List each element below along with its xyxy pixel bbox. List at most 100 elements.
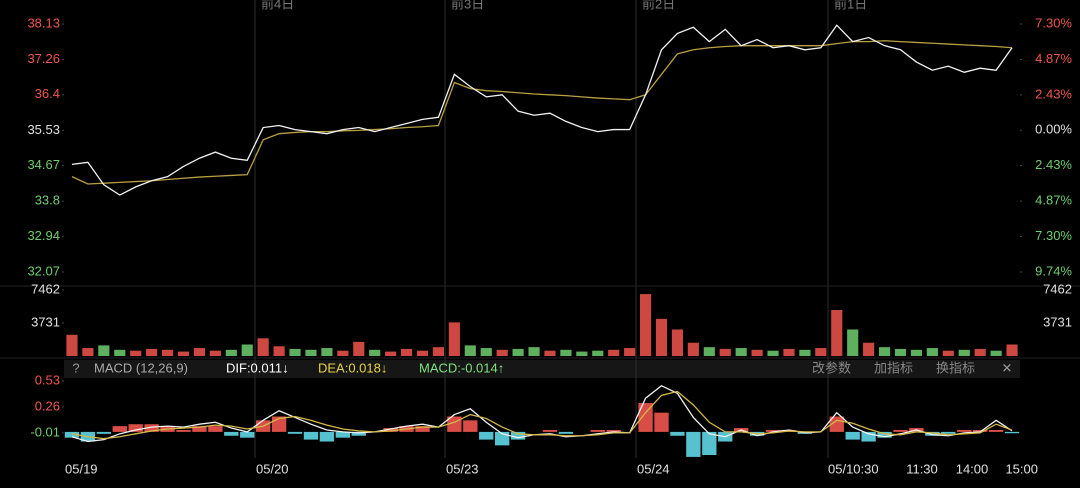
dea-line bbox=[71, 390, 1013, 440]
volume-bar bbox=[719, 348, 731, 356]
volume-bar bbox=[878, 347, 891, 356]
day-offset-label: 前1日 bbox=[834, 0, 867, 11]
macd-histogram-bar bbox=[224, 431, 239, 436]
volume-bar bbox=[400, 348, 413, 356]
volume-bar bbox=[958, 349, 970, 356]
macd-value: MACD:-0.014↑ bbox=[419, 360, 504, 375]
macd-histogram-bar bbox=[861, 431, 876, 442]
macd-histogram-bar bbox=[845, 431, 860, 440]
time-label: 14:00 bbox=[956, 461, 989, 476]
close-button[interactable]: ✕ bbox=[1002, 360, 1013, 375]
volume-bar bbox=[416, 350, 429, 356]
help-icon[interactable]: ? bbox=[72, 360, 79, 375]
volume-bar bbox=[225, 349, 237, 356]
y2-tick-label: 2.43% bbox=[1035, 157, 1072, 172]
y-tick-label: 32.07 bbox=[27, 263, 60, 278]
volume-bar bbox=[146, 348, 158, 356]
macd-tick-label: 0.26 bbox=[35, 398, 60, 413]
date-label: 05/19 bbox=[65, 461, 98, 476]
macd-histogram-bar bbox=[1004, 431, 1020, 434]
macd-histogram-bar bbox=[686, 431, 701, 457]
y2-tick-label: 7.30% bbox=[1035, 228, 1072, 243]
macd-tick-label: -0.01 bbox=[30, 424, 60, 439]
y2-tick-label: 2.43% bbox=[1035, 86, 1072, 101]
volume-bar bbox=[863, 342, 875, 356]
y-tick-label: 37.26 bbox=[27, 51, 60, 66]
macd-histogram-bar bbox=[287, 431, 303, 434]
time-label: 05/10:30 bbox=[828, 461, 879, 476]
macd-histogram-bar bbox=[972, 429, 988, 432]
volume-tick-label: 3731 bbox=[31, 314, 60, 329]
volume-bar bbox=[305, 349, 317, 356]
macd-histogram-bar bbox=[558, 431, 574, 434]
volume-bar bbox=[161, 349, 174, 356]
date-label: 05/23 bbox=[446, 461, 479, 476]
volume-bar bbox=[799, 349, 811, 356]
volume-bar bbox=[831, 310, 843, 356]
volume-tick-label: 7462 bbox=[31, 281, 60, 296]
macd-histogram-bar bbox=[670, 431, 685, 436]
volume-bar bbox=[289, 348, 301, 356]
volume-bar bbox=[353, 341, 365, 356]
volume-bar bbox=[767, 350, 779, 356]
time-label: 15:00 bbox=[1005, 461, 1038, 476]
macd-histogram-bar bbox=[383, 428, 398, 432]
volume-bar bbox=[496, 349, 508, 356]
macd-histogram-bar bbox=[925, 431, 940, 436]
y-tick-label: 38.13 bbox=[27, 15, 60, 30]
macd-histogram-bar bbox=[351, 431, 366, 436]
average-line bbox=[71, 40, 1013, 185]
y-tick-label: 32.94 bbox=[27, 228, 60, 243]
volume-bar bbox=[512, 348, 524, 356]
volume-bar bbox=[385, 351, 397, 356]
macd-histogram-bar bbox=[128, 424, 143, 432]
y-tick-label: 36.4 bbox=[35, 86, 60, 101]
date-label: 05/24 bbox=[637, 461, 670, 476]
y2-tick-label: 4.87% bbox=[1035, 193, 1072, 208]
indicator-button[interactable]: 换指标 bbox=[936, 360, 975, 375]
volume-bar bbox=[209, 350, 221, 356]
volume-bar bbox=[847, 329, 859, 356]
volume-bar bbox=[894, 348, 907, 356]
volume-bar bbox=[98, 345, 110, 356]
macd-header-bar bbox=[64, 360, 1020, 378]
volume-bar bbox=[639, 294, 652, 356]
volume-bar bbox=[1006, 344, 1018, 356]
macd-histogram-bar bbox=[335, 431, 351, 438]
volume-bar bbox=[735, 348, 747, 356]
day-offset-label: 前3日 bbox=[451, 0, 484, 11]
volume-bar bbox=[671, 329, 684, 356]
macd-histogram-bar bbox=[112, 426, 127, 432]
volume-bar bbox=[942, 350, 954, 356]
volume-bar bbox=[592, 350, 604, 356]
volume-bar bbox=[480, 348, 492, 356]
y2-tick-label: 4.87% bbox=[1035, 51, 1072, 66]
macd-histogram-bar bbox=[590, 429, 605, 432]
indicator-name: MACD (12,26,9) bbox=[94, 360, 188, 375]
volume-bar bbox=[177, 351, 190, 356]
indicator-button[interactable]: 加指标 bbox=[874, 360, 913, 375]
macd-histogram-bar bbox=[64, 431, 80, 438]
volume-bar bbox=[608, 349, 620, 356]
volume-bar bbox=[448, 322, 460, 356]
macd-tick-label: 0.53 bbox=[35, 372, 60, 387]
volume-bar bbox=[926, 348, 938, 356]
y-tick-label: 35.53 bbox=[27, 122, 60, 137]
y2-tick-label: 7.30% bbox=[1035, 15, 1072, 30]
volume-bar bbox=[528, 347, 540, 356]
volume-bar bbox=[193, 348, 206, 356]
macd-histogram-bar bbox=[303, 431, 319, 440]
volume-tick-label-right: 3731 bbox=[1043, 314, 1072, 329]
volume-bar bbox=[432, 347, 445, 356]
volume-bar bbox=[687, 342, 699, 356]
volume-tick-label-right: 7462 bbox=[1043, 281, 1072, 296]
volume-bar bbox=[337, 350, 349, 356]
day-offset-label: 前2日 bbox=[642, 0, 675, 11]
macd-histogram-bar bbox=[510, 431, 526, 440]
volume-bar bbox=[815, 348, 827, 356]
macd-histogram-bar bbox=[208, 426, 223, 432]
indicator-button[interactable]: 改参数 bbox=[812, 360, 851, 375]
price-line bbox=[71, 24, 1013, 196]
macd-histogram-bar bbox=[176, 429, 191, 432]
